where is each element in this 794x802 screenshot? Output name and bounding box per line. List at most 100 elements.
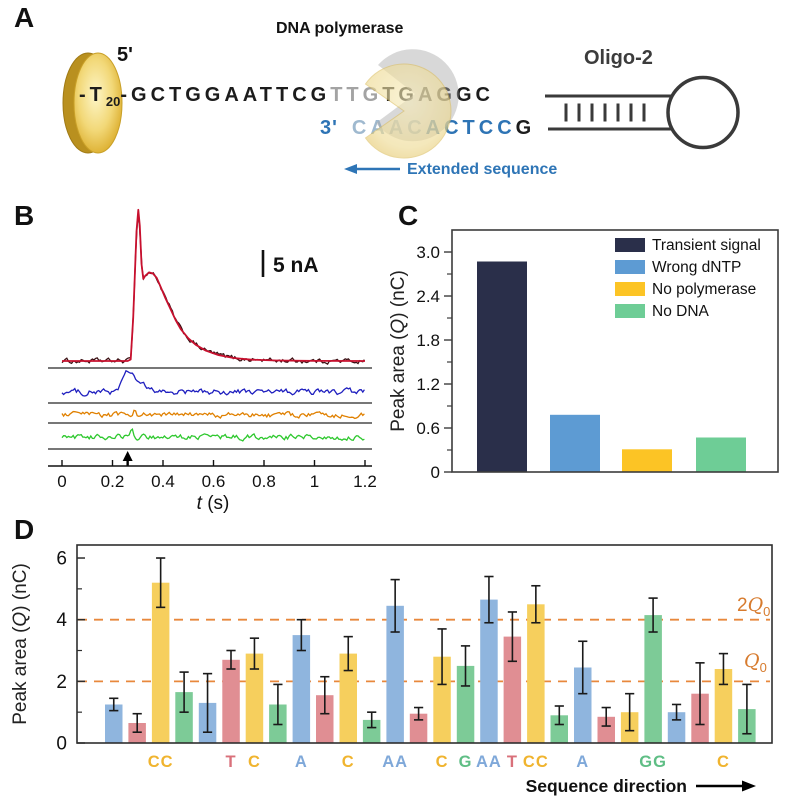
- dna-polymerase-label: DNA polymerase: [276, 20, 404, 37]
- panel-d-label: D: [14, 514, 35, 545]
- seq-tether: -T: [79, 84, 106, 106]
- error-bar: [343, 635, 353, 672]
- gold-bead-icon: [62, 52, 123, 154]
- base-call-label: G: [459, 753, 473, 771]
- panel-a-label: A: [14, 2, 35, 33]
- error-bar: [484, 575, 494, 624]
- legend-label: Transient signal: [652, 237, 761, 254]
- error-bar: [109, 697, 119, 712]
- error-bar: [554, 705, 564, 726]
- panel-d-bar-10-T: [316, 695, 334, 743]
- legend-swatch-Transient-signal: [615, 238, 645, 252]
- panel-d-bar-7-C: [245, 653, 264, 743]
- panel-d-bar-22-T: [597, 716, 615, 743]
- panel-a-diagram-back: [62, 52, 740, 154]
- reference-label-2Q0: 2Q0: [737, 594, 770, 619]
- current-trace-wrong-dNTP: [61, 369, 365, 397]
- error-bar: [648, 597, 658, 633]
- plot-frame: [76, 544, 773, 744]
- panel-b-label: B: [14, 200, 35, 231]
- extended-sequence-label: Extended sequence: [407, 161, 558, 178]
- error-bar: [437, 628, 447, 686]
- x-tick-label: 0: [57, 472, 66, 491]
- base-call-label: CC: [148, 753, 174, 771]
- error-bar: [132, 712, 142, 734]
- y-axis-title: Peak area (Q) (nC): [388, 270, 409, 432]
- seq-linker: -: [120, 84, 132, 106]
- x-tick-label: 0.4: [151, 472, 175, 491]
- oligo-2-label: Oligo-2: [584, 47, 653, 69]
- sequence-direction-label: Sequence direction: [526, 776, 687, 796]
- panel-c-label: C: [398, 200, 419, 231]
- error-bar: [507, 611, 517, 663]
- plot-frame: [451, 229, 779, 473]
- base-call-label: C: [436, 753, 449, 771]
- error-bar: [273, 683, 283, 726]
- base-call-label: GG: [639, 753, 667, 771]
- x-axis-title: t (s): [197, 493, 230, 514]
- error-bar: [156, 557, 166, 609]
- extension-sequence: ACTCC: [425, 117, 516, 139]
- extension-terminal-base: G: [515, 117, 536, 139]
- panel-d-bar-1-A: [105, 704, 123, 743]
- legend-swatch-No-DNA: [615, 304, 645, 318]
- y-tick-label: 6: [56, 549, 67, 570]
- x-tick-label: 1: [310, 472, 319, 491]
- base-call-label: C: [342, 753, 355, 771]
- panel-d-bar-6-T: [222, 659, 240, 743]
- panel-d-bar-13-A: [386, 605, 404, 743]
- base-call-label: T: [507, 753, 518, 771]
- five-prime-label: 5': [117, 44, 133, 66]
- error-bar: [390, 578, 400, 633]
- extension-under-polymerase: CAAC: [351, 117, 426, 139]
- panel-d-bar-12-G: [362, 719, 381, 743]
- legend-swatch-No-polymerase: [615, 282, 645, 296]
- legend-swatch-Wrong-dNTP: [615, 260, 645, 274]
- panel-d-bar-4-G: [175, 692, 193, 743]
- x-tick-label: 0.6: [202, 472, 226, 491]
- panel-d-bar-14-T: [409, 713, 428, 743]
- panel-d-bar-15-C: [433, 656, 451, 743]
- hairpin-loop-icon: [666, 75, 740, 150]
- panel-c-bar-chart: 0 0.6 1.2 1.8 2.4 3.0 Peak area (Q) (nC) Transi…: [388, 229, 779, 482]
- legend-label: Wrong dNTP: [652, 259, 741, 276]
- x-tick-label: 1.2: [353, 472, 377, 491]
- seq-under-polymerase: TTG: [330, 84, 383, 106]
- panel-d-bar-18-T: [503, 636, 522, 743]
- base-call-label: C: [248, 753, 261, 771]
- panel-d-bar-21-A: [574, 667, 592, 743]
- current-trace-no-DNA: [61, 428, 365, 442]
- error-bar: [226, 649, 236, 670]
- y-axis-title: Peak area (Q) (nC): [10, 563, 31, 725]
- error-bar: [601, 706, 611, 727]
- template-strand-sequence: -T20-GCTGGAATTCGTTGTGAGGC: [79, 84, 494, 109]
- base-call-label: A: [295, 753, 308, 771]
- y-tick-label: 1.8: [416, 331, 440, 350]
- y-tick-label: 4: [56, 610, 67, 631]
- seq-before-polymerase: GCTGGAATTCG: [131, 84, 331, 106]
- x-tick-label: 0.2: [101, 472, 125, 491]
- error-bar: [460, 645, 471, 687]
- y-tick-label: 3.0: [416, 243, 440, 262]
- error-bar: [578, 640, 588, 695]
- panel-d-bar-24-G: [644, 615, 662, 743]
- y-tick-label: 2: [56, 672, 67, 693]
- panel-c-bar-No-polymerase: [622, 449, 672, 472]
- error-bar: [320, 675, 330, 715]
- error-bar: [531, 584, 541, 624]
- panel-d-bar-19-C: [527, 604, 545, 743]
- error-bar: [671, 703, 682, 721]
- current-trace-transient-signal: [61, 215, 365, 365]
- extended-strand-sequence: 3' CAACACTCCG: [320, 117, 535, 140]
- hairpin-oligo-icon: [545, 75, 740, 150]
- y-tick-label: 0.6: [416, 419, 440, 438]
- three-prime-label: 3': [320, 117, 338, 139]
- base-call-label: AA: [476, 753, 502, 771]
- error-bar: [202, 672, 213, 734]
- x-tick-label: 0.8: [252, 472, 276, 491]
- error-bar: [695, 662, 705, 726]
- legend-label: No DNA: [652, 303, 710, 320]
- base-call-label: CC: [523, 753, 549, 771]
- panel-b-current-traces: 5 nA 0 0.2 0.4 0.6 0.8 1 1.2 t (s): [48, 208, 377, 514]
